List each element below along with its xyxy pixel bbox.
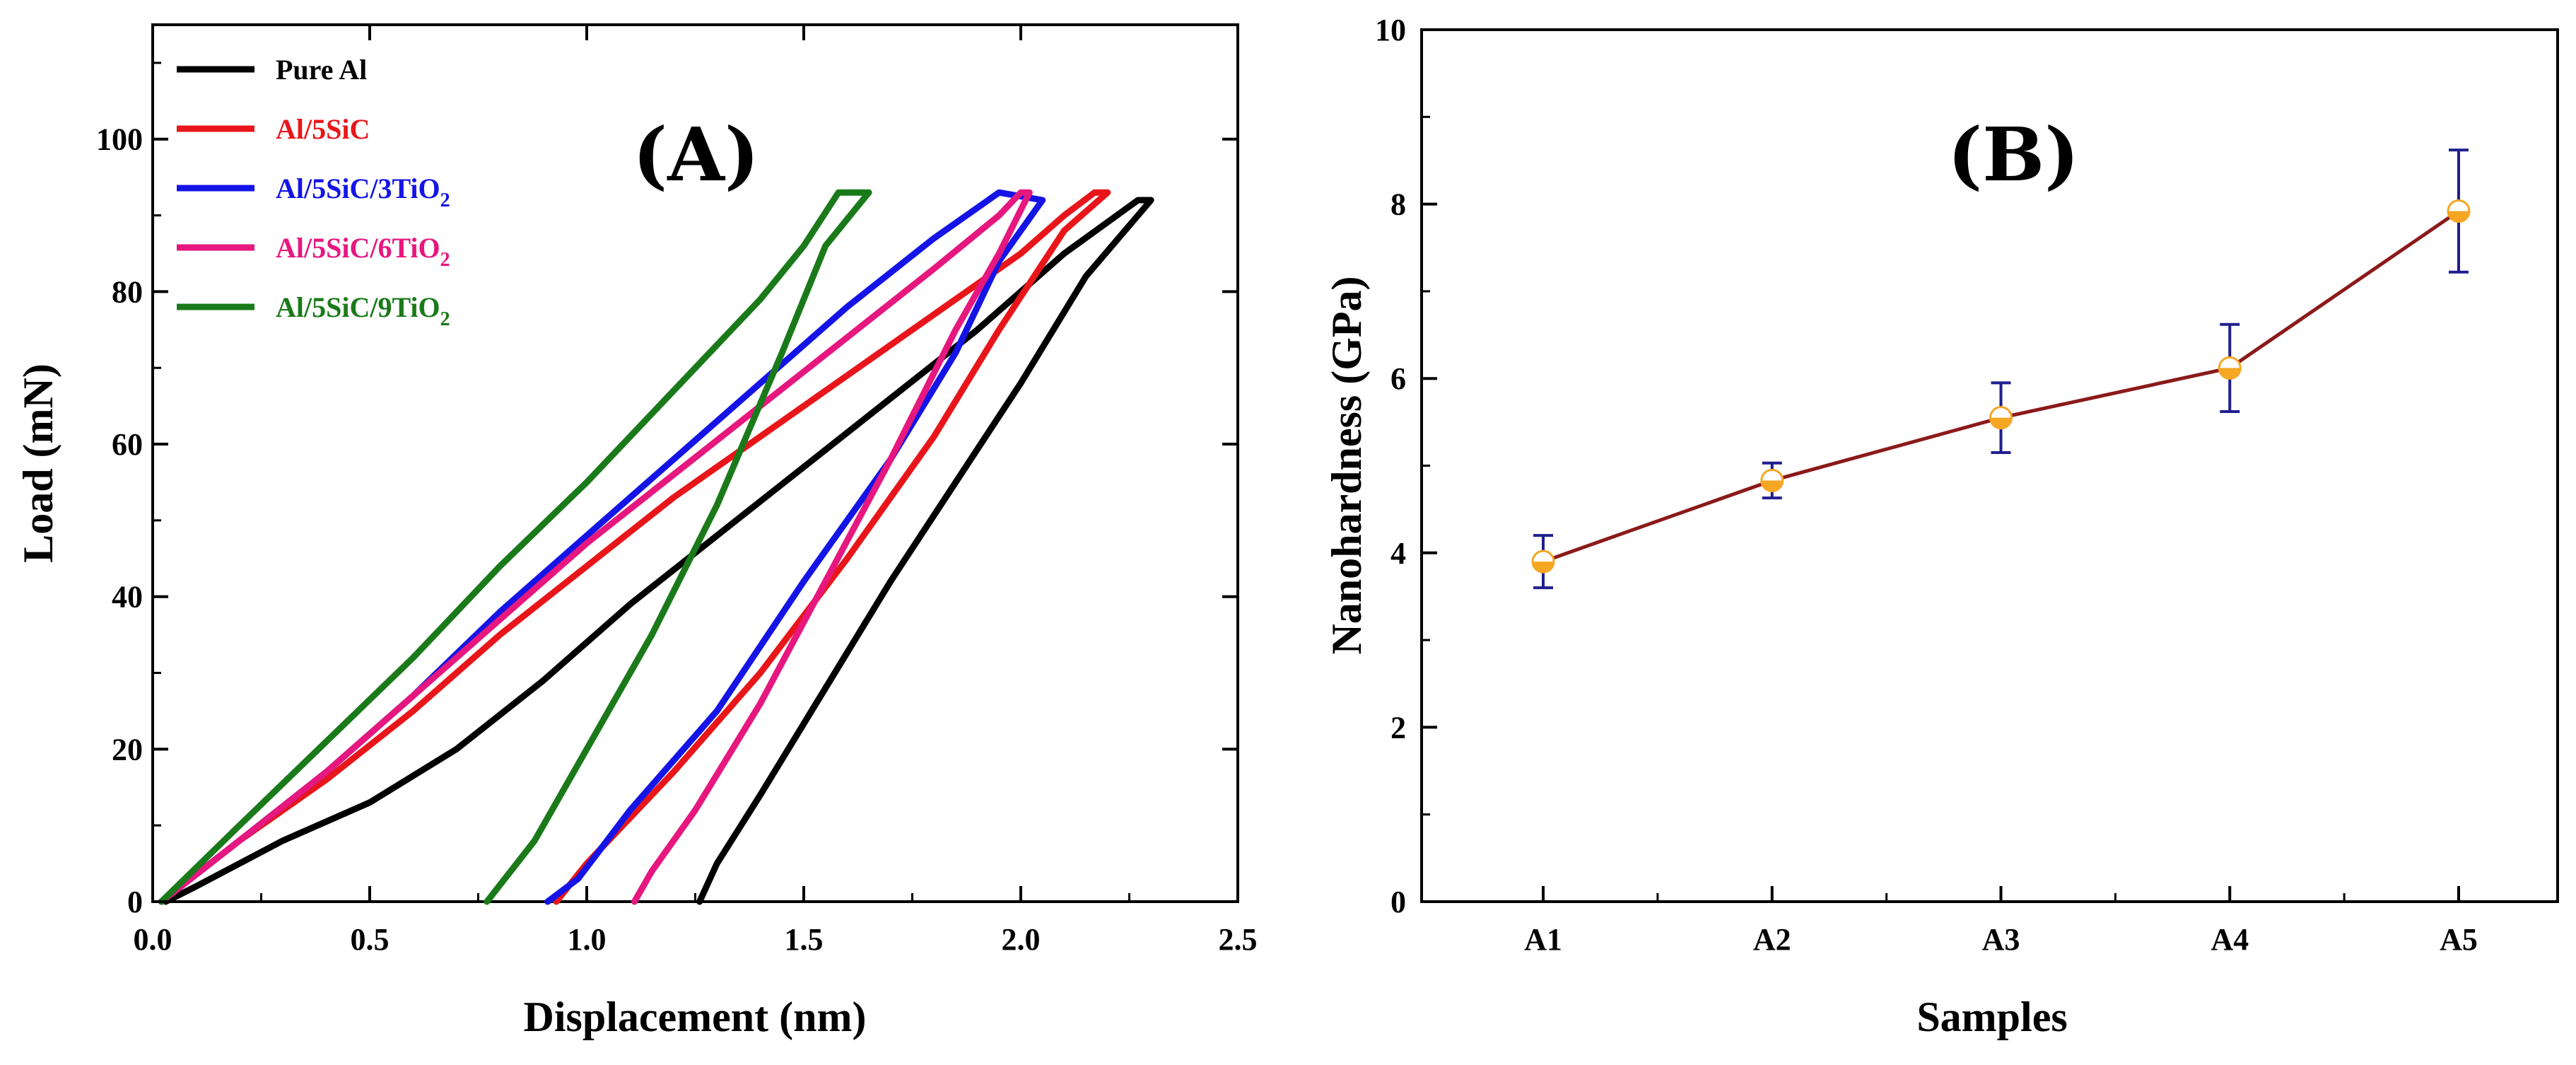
- panel-a-axis-ticks: 0.0 0.5 1.0 1.5 2.0 2.5 0 20 40 60 80 100: [96, 25, 1258, 957]
- panel-b-point-fill-A3: [1990, 417, 2012, 429]
- panel-a-x-axis-label: Displacement (nm): [524, 994, 867, 1040]
- panel-b-y-axis-label: Nanohardness (GPa): [1323, 276, 1370, 654]
- panel-b-y-tick-label: 0: [1391, 885, 1406, 919]
- panel-b-x-tick-label: A3: [1982, 922, 2020, 957]
- panel-a-y-tick-label: 100: [96, 122, 143, 157]
- panel-a-x-tick-label: 0.5: [351, 922, 390, 957]
- panel-a-y-tick-label: 80: [112, 274, 143, 309]
- panel-a-series-group: [158, 189, 1154, 905]
- panel-b-point-fill-A4: [2219, 368, 2241, 379]
- panel-a-legend-label-3: Al/5SiC/3TiO2: [276, 173, 450, 211]
- panel-b-y-tick-label: 2: [1391, 710, 1406, 745]
- panel-b-point-fill-A5: [2448, 211, 2469, 222]
- panel-b-y-tick-label: 4: [1391, 536, 1406, 571]
- panel-b-y-tick-label: 10: [1375, 13, 1406, 47]
- panel-a-label: (A): [633, 111, 759, 198]
- panel-b-data-group: [1531, 149, 2471, 590]
- panel-b-y-tick-label: 8: [1391, 187, 1406, 222]
- panel-a-y-tick-label: 0: [127, 885, 143, 919]
- panel-a-load-displacement-chart: 0.0 0.5 1.0 1.5 2.0 2.5 0 20 40 60 80 100 (A) Pure …: [15, 23, 1258, 1040]
- panel-a-y-axis-label: Load (mN): [15, 363, 62, 563]
- panel-a-x-tick-label: 2.5: [1219, 922, 1258, 957]
- panel-a-x-tick-label: 0.0: [134, 922, 172, 957]
- panel-b-nanohardness-chart: 0 2 4 6 8 10 A1 A2 A3 A4 A5 (B) Samples Nanohardne…: [1323, 13, 2559, 1040]
- panel-b-x-tick-label: A5: [2440, 922, 2478, 957]
- panel-a-x-tick-label: 1.0: [568, 922, 607, 957]
- panel-a-x-tick-label: 2.0: [1002, 922, 1041, 957]
- panel-b-x-axis-label: Samples: [1916, 994, 2067, 1040]
- panel-b-x-tick-label: A4: [2211, 922, 2249, 957]
- panel-a-y-tick-label: 20: [112, 732, 143, 767]
- panel-b-axis-ticks: 0 2 4 6 8 10 A1 A2 A3 A4 A5: [1375, 13, 2478, 957]
- panel-a-series-line-4: [158, 189, 1033, 905]
- panel-a-y-tick-label: 60: [112, 427, 143, 462]
- panel-b-label: (B): [1948, 111, 2079, 198]
- panel-a-legend-label-1: Pure Al: [276, 54, 367, 86]
- panel-a-y-tick-label: 40: [112, 580, 143, 615]
- panel-a-x-tick-label: 1.5: [785, 922, 824, 957]
- panel-a-legend-label-2: Al/5SiC: [276, 113, 370, 145]
- panel-b-y-tick-label: 6: [1391, 361, 1406, 396]
- panel-a-legend-label-5: Al/5SiC/9TiO2: [276, 291, 450, 330]
- panel-a-legend: Pure Al Al/5SiC Al/5SiC/3TiO2 Al/5SiC/6TiO2…: [177, 54, 450, 330]
- panel-a-series-line-5: [158, 189, 872, 905]
- panel-b-x-tick-label: A2: [1753, 922, 1791, 957]
- panel-b-point-fill-A2: [1761, 480, 1783, 491]
- panel-b-point-fill-A1: [1533, 561, 1554, 573]
- panel-a-legend-label-4: Al/5SiC/6TiO2: [276, 232, 450, 271]
- panel-b-x-tick-label: A1: [1524, 922, 1562, 957]
